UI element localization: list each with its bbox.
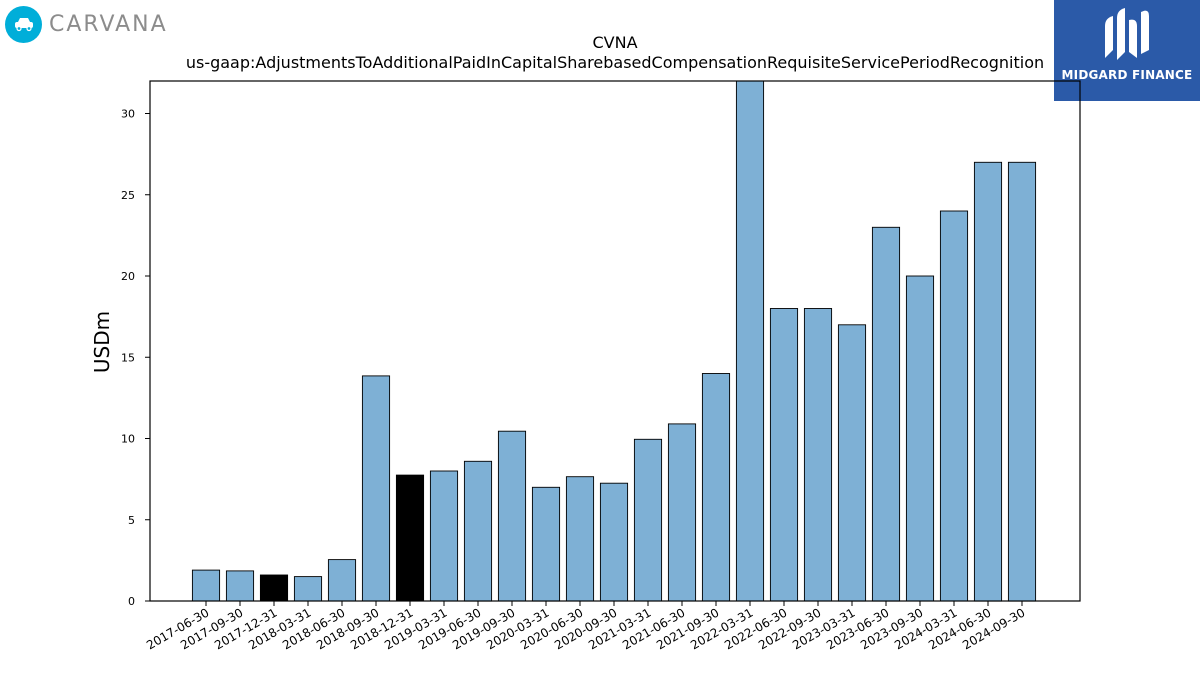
bar-2020-03-31 (531, 486, 561, 602)
bar-2018-03-31 (293, 576, 323, 602)
bar-2023-09-30 (905, 275, 935, 602)
bar-2018-09-30 (361, 375, 391, 602)
bar-2018-12-31 (395, 474, 425, 602)
bar-2022-03-31 (735, 80, 765, 602)
y-tick-label: 25 (121, 189, 135, 202)
y-ticks-group: 0 5 10 15 20 25 30 (121, 108, 150, 608)
bar-2021-09-30 (701, 373, 731, 602)
bars-group (191, 80, 1037, 602)
bar-2020-09-30 (599, 482, 629, 602)
x-ticks-group: 2017-06-302017-09-302017-12-312018-03-31… (144, 601, 1028, 652)
midgard-logo-icon (1105, 8, 1149, 60)
bar-2022-09-30 (803, 308, 833, 602)
bar-2022-06-30 (769, 308, 799, 602)
y-axis-label: USDm (90, 311, 114, 373)
bar-2020-06-30 (565, 476, 595, 602)
chart-subtitle: us-gaap:AdjustmentsToAdditionalPaidInCap… (186, 53, 1044, 72)
bar-2017-06-30 (191, 569, 221, 602)
bar-2019-09-30 (497, 430, 527, 602)
bar-2023-06-30 (871, 226, 901, 602)
plot-frame (149, 80, 1081, 602)
bar-2024-03-31 (939, 210, 969, 602)
bar-2018-06-30 (327, 559, 357, 602)
y-tick-label: 20 (121, 270, 135, 283)
bar-2019-06-30 (463, 460, 493, 602)
chart-title: CVNA (592, 33, 637, 52)
bar-2023-03-31 (837, 324, 867, 602)
carvana-logo: CARVANA (5, 5, 168, 43)
car-icon (5, 5, 42, 43)
y-tick-label: 15 (121, 351, 135, 364)
y-tick-label: 5 (128, 514, 135, 527)
midgard-finance-logo: MIDGARD FINANCE (1054, 0, 1200, 101)
bar-2021-03-31 (633, 438, 663, 602)
bar-2024-09-30 (1007, 161, 1037, 602)
bar-2021-06-30 (667, 423, 697, 602)
y-tick-label: 0 (128, 595, 135, 608)
bar-2024-06-30 (973, 161, 1003, 602)
bar-2017-12-31 (259, 574, 289, 602)
bar-2017-09-30 (225, 570, 255, 602)
y-tick-label: 30 (121, 108, 135, 121)
midgard-wordmark: MIDGARD FINANCE (1061, 68, 1193, 82)
y-tick-label: 10 (121, 433, 135, 446)
carvana-wordmark: CARVANA (49, 11, 168, 37)
bar-2019-03-31 (429, 470, 459, 602)
